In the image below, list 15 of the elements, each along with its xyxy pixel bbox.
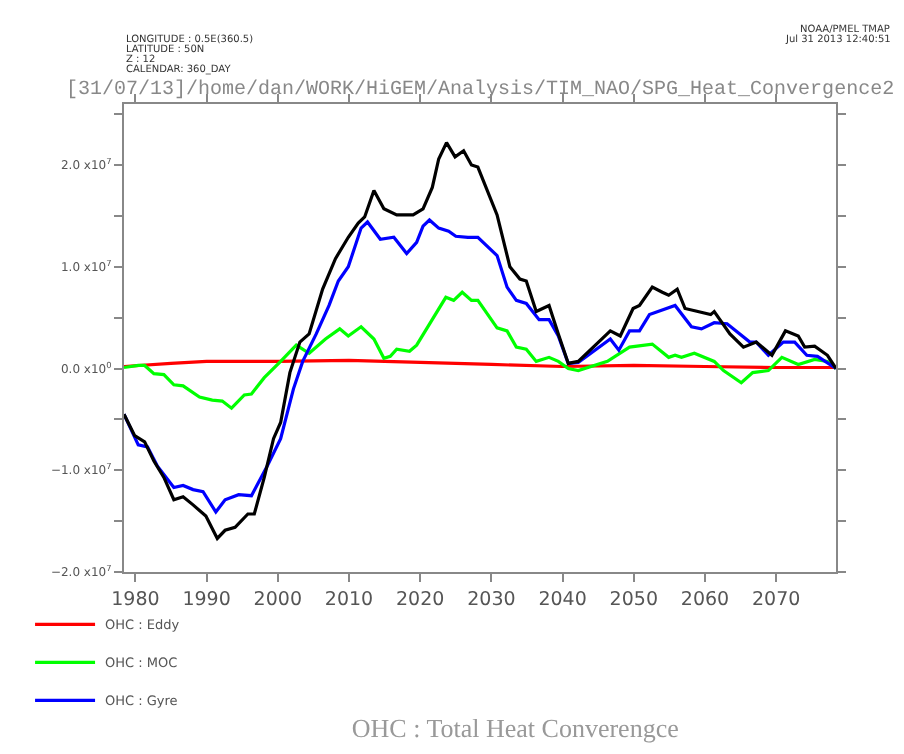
x-tick-label: 2070 [752, 588, 801, 611]
x-tick-label: 2040 [538, 588, 587, 611]
x-tick-label: 2000 [253, 588, 302, 611]
line-series [124, 218, 836, 514]
x-tick-label: 2050 [609, 588, 658, 611]
text: OHC : Total Heat Converengce [351, 712, 680, 743]
x-tick-label: 2010 [324, 588, 374, 611]
line-series [124, 141, 836, 541]
chart-subtitle: [31/07/13]/home/dan/WORK/HiGEM/Analysis/TIM_NAO/SPG_Heat_Convergence2 [66, 78, 895, 102]
x-tick-label: 1990 [182, 588, 231, 611]
x-tick-label: 2060 [680, 588, 730, 611]
x-tick-label: 2020 [396, 588, 445, 611]
x-tick-label: 1980 [111, 588, 160, 611]
x-tick-label: 2030 [467, 588, 516, 611]
line-series [124, 290, 836, 410]
